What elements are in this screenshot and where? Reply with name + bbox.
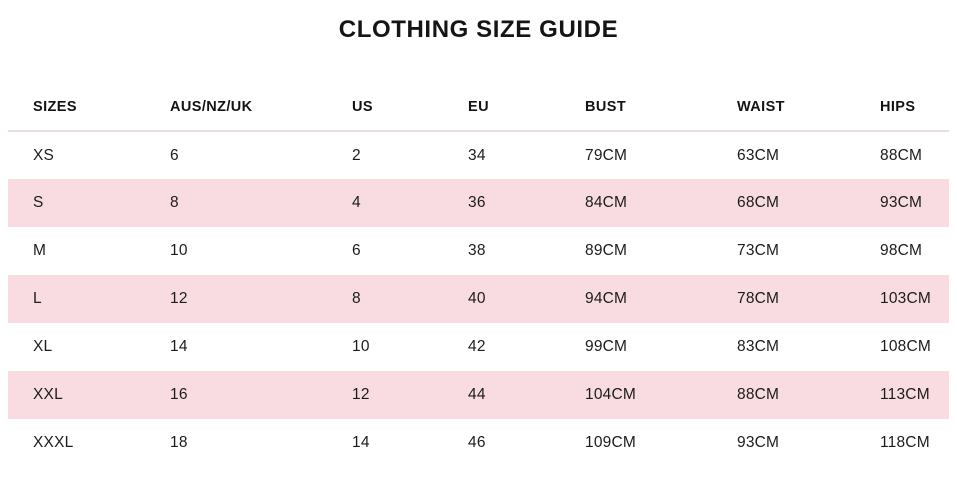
- table-row-xs: XS 6 2 34 79CM 63CM 88CM: [8, 131, 949, 179]
- cell-waist: 68CM: [737, 194, 780, 211]
- cell-waist: 88CM: [737, 386, 780, 403]
- cell-eu: 46: [468, 434, 486, 451]
- header-aus-nz-uk: AUS/NZ/UK: [162, 83, 344, 132]
- header-waist: WAIST: [729, 83, 872, 132]
- cell-aus-nz-uk: 6: [170, 146, 179, 164]
- cell-aus-nz-uk: 10: [170, 242, 188, 259]
- cell-hips: 113CM: [880, 386, 930, 403]
- cell-waist: 93CM: [737, 434, 780, 451]
- cell-us: 14: [352, 434, 370, 451]
- cell-size: XS: [33, 146, 55, 164]
- cell-us: 4: [352, 194, 361, 211]
- cell-size: M: [33, 242, 47, 259]
- cell-aus-nz-uk: 14: [170, 338, 188, 355]
- cell-bust: 99CM: [585, 338, 628, 355]
- cell-waist: 83CM: [737, 338, 780, 355]
- size-guide-table: SIZES AUS/NZ/UK US EU BUST WAIST HIPS XS…: [8, 83, 949, 467]
- cell-hips: 98CM: [880, 242, 923, 259]
- cell-us: 6: [352, 242, 361, 259]
- cell-hips: 103CM: [880, 290, 931, 307]
- cell-eu: 40: [468, 290, 486, 307]
- cell-size: L: [33, 290, 42, 307]
- cell-us: 8: [352, 290, 361, 307]
- cell-size: S: [33, 194, 44, 211]
- cell-bust: 104CM: [585, 386, 636, 403]
- cell-eu: 36: [468, 194, 486, 211]
- cell-eu: 38: [468, 242, 486, 259]
- cell-size: XL: [33, 338, 53, 355]
- cell-us: 10: [352, 338, 370, 355]
- header-eu: EU: [460, 83, 577, 132]
- table-row-s: S 8 4 36 84CM 68CM 93CM: [8, 179, 949, 227]
- table-header: SIZES AUS/NZ/UK US EU BUST WAIST HIPS: [8, 83, 949, 132]
- cell-size: XXL: [33, 386, 63, 403]
- cell-us: 12: [352, 386, 370, 403]
- table-body: XS 6 2 34 79CM 63CM 88CM S 8 4 36 84CM 6…: [8, 131, 949, 467]
- header-us: US: [344, 83, 460, 132]
- table-row-xxl: XXL 16 12 44 104CM 88CM 113CM: [8, 371, 949, 419]
- cell-size: XXXL: [33, 434, 74, 451]
- cell-waist: 78CM: [737, 290, 780, 307]
- header-row: SIZES AUS/NZ/UK US EU BUST WAIST HIPS: [8, 83, 949, 132]
- header-sizes: SIZES: [8, 83, 162, 132]
- table-row-l: L 12 8 40 94CM 78CM 103CM: [8, 275, 949, 323]
- cell-waist: 63CM: [737, 146, 780, 164]
- cell-hips: 93CM: [880, 194, 923, 211]
- table-row-xl: XL 14 10 42 99CM 83CM 108CM: [8, 323, 949, 371]
- cell-us: 2: [352, 146, 361, 164]
- page-title: CLOTHING SIZE GUIDE: [338, 16, 619, 43]
- cell-bust: 79CM: [585, 146, 628, 164]
- cell-waist: 73CM: [737, 242, 780, 259]
- cell-bust: 109CM: [585, 434, 636, 451]
- cell-eu: 44: [468, 386, 486, 403]
- header-hips: HIPS: [872, 83, 949, 132]
- cell-aus-nz-uk: 12: [170, 290, 188, 307]
- cell-bust: 94CM: [585, 290, 628, 307]
- cell-bust: 89CM: [585, 242, 628, 259]
- cell-eu: 42: [468, 338, 486, 355]
- cell-aus-nz-uk: 16: [170, 386, 188, 403]
- cell-bust: 84CM: [585, 194, 628, 211]
- cell-hips: 108CM: [880, 338, 931, 355]
- cell-hips: 118CM: [880, 434, 930, 451]
- cell-aus-nz-uk: 8: [170, 194, 179, 211]
- table-row-xxxl: XXXL 18 14 46 109CM 93CM 118CM: [8, 419, 949, 467]
- cell-eu: 34: [468, 146, 486, 164]
- cell-hips: 88CM: [880, 146, 923, 164]
- table-row-m: M 10 6 38 89CM 73CM 98CM: [8, 227, 949, 275]
- header-bust: BUST: [577, 83, 729, 132]
- cell-aus-nz-uk: 18: [170, 434, 188, 451]
